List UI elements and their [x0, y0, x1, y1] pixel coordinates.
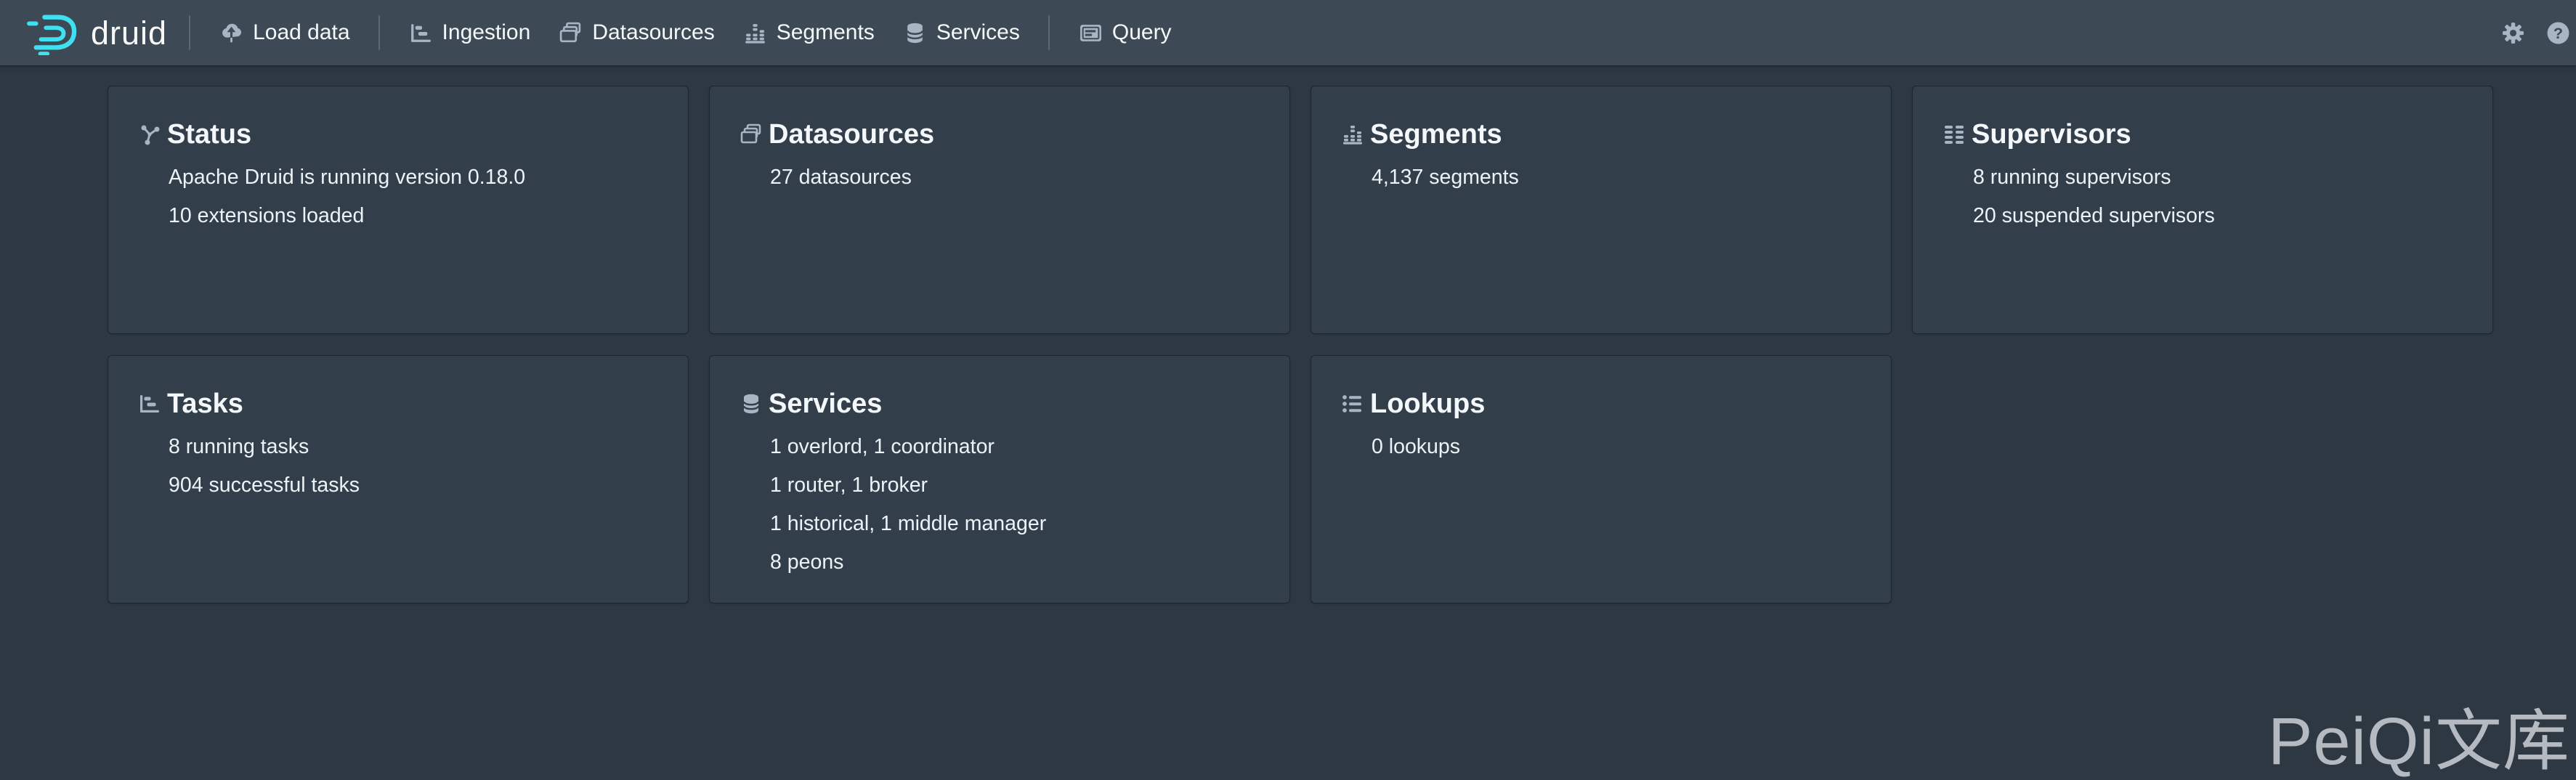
- database-icon: [740, 392, 763, 415]
- segments-card[interactable]: Segments 4,137 segments: [1311, 86, 1891, 333]
- navbar-divider: [378, 15, 380, 50]
- nav-item-label: Load data: [253, 20, 350, 44]
- card-line: 4,137 segments: [1372, 166, 1519, 189]
- card-title: Datasources: [769, 119, 935, 150]
- home-cards-grid: Status Apache Druid is running version 0…: [108, 86, 2576, 603]
- card-line: 1 router, 1 broker: [770, 474, 928, 497]
- druid-logo-icon: [24, 10, 81, 55]
- multi-select-icon: [559, 21, 583, 45]
- console-icon: [1079, 21, 1103, 45]
- properties-icon: [1341, 392, 1364, 415]
- card-title-row: Segments: [1341, 118, 1865, 150]
- card-line: Apache Druid is running version 0.18.0: [169, 166, 526, 189]
- card-line: 1 overlord, 1 coordinator: [770, 435, 995, 458]
- watermark: PeiQi文库: [2268, 704, 2570, 779]
- card-line: 10 extensions loaded: [169, 204, 365, 227]
- multi-select-icon: [740, 123, 763, 146]
- card-title-row: Services: [740, 388, 1263, 420]
- card-body: Apache Druid is running version 0.18.0 1…: [169, 165, 662, 228]
- cloud-upload-icon: [219, 21, 243, 45]
- card-body: 0 lookups: [1372, 434, 1865, 459]
- card-title: Services: [769, 389, 883, 419]
- card-line: 1 historical, 1 middle manager: [770, 512, 1047, 535]
- datasources-card[interactable]: Datasources 27 datasources: [710, 86, 1289, 333]
- nav-item-label: Services: [936, 20, 1020, 44]
- supervisors-card[interactable]: Supervisors 8 running supervisors 20 sus…: [1913, 86, 2492, 333]
- database-icon: [903, 21, 927, 45]
- card-title: Lookups: [1370, 389, 1486, 419]
- card-line: 8 peons: [770, 551, 844, 574]
- services-card[interactable]: Services 1 overlord, 1 coordinator 1 rou…: [710, 356, 1289, 603]
- card-title: Segments: [1370, 119, 1502, 150]
- card-title: Supervisors: [1972, 119, 2131, 150]
- card-body: 27 datasources: [770, 165, 1263, 190]
- card-body: 8 running supervisors 20 suspended super…: [1973, 165, 2466, 228]
- nav-item-label: Query: [1111, 20, 1172, 44]
- navbar-right-group: ?: [2501, 21, 2576, 45]
- brand-wordmark: druid: [91, 14, 168, 52]
- card-title-row: Lookups: [1341, 388, 1865, 420]
- nav-item-ingestion[interactable]: Ingestion: [409, 20, 531, 45]
- nav-item-label: Segments: [776, 20, 875, 44]
- card-body: 1 overlord, 1 coordinator 1 router, 1 br…: [770, 434, 1263, 574]
- card-body: 8 running tasks 904 successful tasks: [169, 434, 662, 497]
- settings-gear-icon[interactable]: [2501, 21, 2525, 45]
- card-title-row: Tasks: [138, 388, 662, 420]
- card-line: 8 running tasks: [169, 435, 309, 458]
- navbar-divider: [1048, 15, 1050, 50]
- stacked-chart-icon: [1341, 123, 1364, 146]
- nav-item-segments[interactable]: Segments: [743, 20, 875, 45]
- gantt-chart-icon: [409, 21, 433, 45]
- lookups-card[interactable]: Lookups 0 lookups: [1311, 356, 1891, 603]
- card-line: 0 lookups: [1372, 435, 1461, 458]
- top-navbar: druid Load data Ingestion: [0, 0, 2576, 65]
- help-glyph: ?: [2553, 24, 2563, 42]
- nav-item-load-data[interactable]: Load data: [219, 20, 350, 45]
- stacked-chart-icon: [743, 21, 767, 45]
- gantt-chart-icon: [138, 392, 161, 415]
- card-line: 27 datasources: [770, 166, 912, 189]
- card-title: Tasks: [167, 389, 243, 419]
- tasks-card[interactable]: Tasks 8 running tasks 904 successful tas…: [108, 356, 688, 603]
- card-title-row: Status: [138, 118, 662, 150]
- navbar-divider: [189, 15, 191, 50]
- card-line: 904 successful tasks: [169, 474, 360, 497]
- nav-item-datasources[interactable]: Datasources: [559, 20, 715, 45]
- nav-item-services[interactable]: Services: [903, 20, 1020, 45]
- card-body: 4,137 segments: [1372, 165, 1865, 190]
- card-line: 8 running supervisors: [1973, 166, 2171, 189]
- card-title-row: Datasources: [740, 118, 1263, 150]
- card-title: Status: [167, 119, 252, 150]
- graph-icon: [138, 123, 161, 146]
- list-columns-icon: [1943, 123, 1966, 146]
- status-card[interactable]: Status Apache Druid is running version 0…: [108, 86, 688, 333]
- nav-item-query[interactable]: Query: [1079, 20, 1172, 45]
- card-title-row: Supervisors: [1943, 118, 2466, 150]
- nav-item-label: Datasources: [592, 20, 715, 44]
- nav-item-label: Ingestion: [442, 20, 531, 44]
- card-line: 20 suspended supervisors: [1973, 204, 2215, 227]
- druid-brand[interactable]: druid: [24, 10, 167, 55]
- help-icon[interactable]: ?: [2546, 21, 2570, 45]
